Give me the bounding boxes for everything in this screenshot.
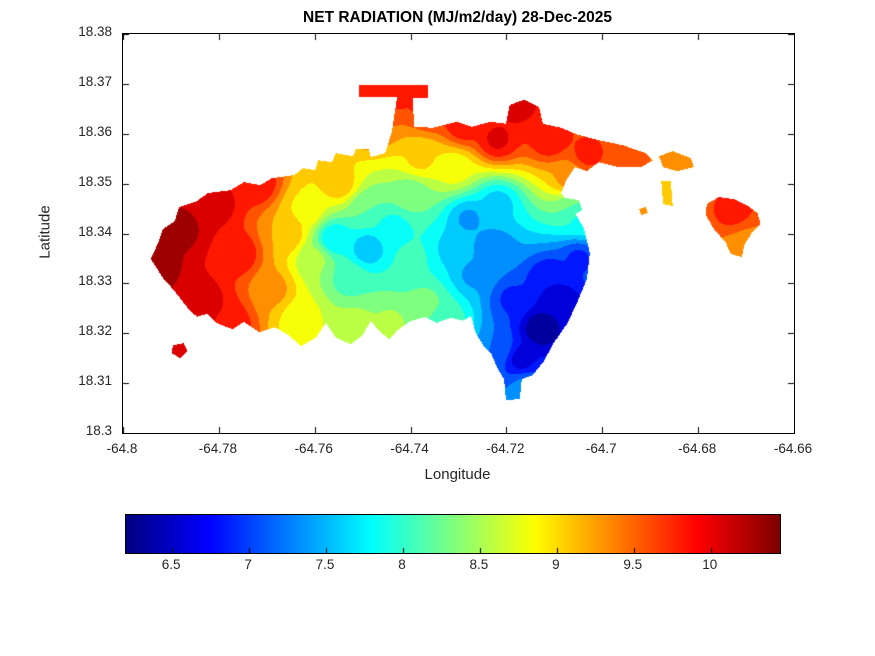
y-tick-label: 18.3 [85, 423, 112, 438]
y-tick-label: 18.32 [78, 323, 112, 339]
y-tick-label: 18.36 [78, 123, 112, 139]
y-tick-label: 18.37 [78, 73, 112, 89]
colorbar-tick-label: 9.5 [623, 557, 643, 572]
x-tick-label: -64.68 [678, 441, 717, 456]
y-tick-label: 18.34 [78, 223, 112, 239]
colorbar-tick-label: 8 [398, 557, 406, 572]
colorbar-tick-label: 10 [702, 557, 718, 572]
contour-map-canvas [123, 34, 794, 433]
x-tick-label: -64.74 [390, 441, 429, 456]
colorbar-tick-label: 8.5 [469, 557, 489, 572]
plot-area [122, 33, 795, 434]
colorbar-tick-label: 9 [552, 557, 560, 572]
x-tick-label: -64.76 [294, 441, 333, 456]
colorbar-canvas [126, 515, 780, 553]
y-tick-label: 18.33 [78, 273, 112, 289]
x-tick-label: -64.8 [106, 441, 138, 456]
y-tick-label: 18.38 [78, 24, 112, 39]
colorbar-tick-label: 7 [244, 557, 252, 572]
x-tick-label: -64.66 [773, 441, 813, 456]
x-axis-label: Longitude [424, 466, 491, 483]
x-tick-label: -64.72 [486, 441, 525, 456]
x-tick-label: -64.78 [198, 441, 237, 456]
y-tick-label: 18.35 [78, 173, 112, 189]
chart-title: NET RADIATION (MJ/m2/day) 28-Dec-2025 [303, 9, 612, 26]
x-tick-label: -64.7 [585, 441, 617, 456]
colorbar-tick-label: 6.5 [161, 557, 181, 572]
y-tick-label: 18.31 [78, 373, 112, 389]
colorbar-tick-label: 7.5 [315, 557, 335, 572]
colorbar [125, 514, 781, 554]
